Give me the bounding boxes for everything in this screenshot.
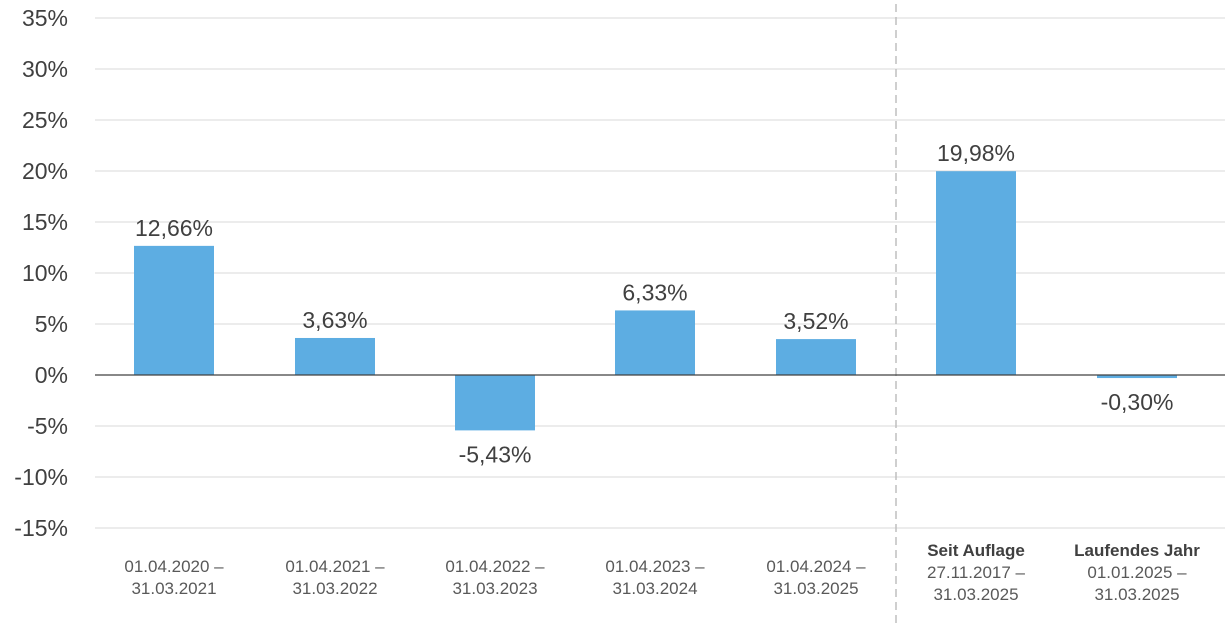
category-label: 27.11.2017 –: [927, 563, 1026, 582]
category-label: 01.04.2022 –: [445, 557, 545, 576]
data-label: 19,98%: [937, 140, 1015, 166]
category-label: 31.03.2023: [452, 579, 537, 598]
category-label: 01.04.2020 –: [124, 557, 224, 576]
bar: [455, 375, 535, 431]
bar: [1097, 375, 1177, 379]
category-label: 01.04.2023 –: [605, 557, 705, 576]
y-tick-label: 35%: [22, 5, 68, 31]
data-label: -0,30%: [1101, 389, 1174, 415]
y-tick-label: 30%: [22, 56, 68, 82]
category-label: 01.04.2021 –: [285, 557, 385, 576]
y-tick-label: -5%: [27, 413, 68, 439]
category-label: 01.01.2025 –: [1087, 563, 1187, 582]
y-tick-label: 0%: [35, 362, 68, 388]
category-label: 31.03.2022: [292, 579, 377, 598]
category-label: 01.04.2024 –: [766, 557, 866, 576]
y-tick-label: -15%: [14, 515, 68, 541]
category-label: Seit Auflage: [927, 541, 1025, 560]
bar: [776, 339, 856, 375]
y-tick-label: 15%: [22, 209, 68, 235]
data-label: 12,66%: [135, 215, 213, 241]
data-label: -5,43%: [459, 441, 532, 467]
data-label: 3,52%: [783, 308, 848, 334]
bar: [936, 171, 1016, 375]
bar: [615, 310, 695, 375]
bar: [134, 245, 214, 375]
y-tick-label: 5%: [35, 311, 68, 337]
category-label: 31.03.2025: [933, 585, 1018, 604]
y-tick-label: 20%: [22, 158, 68, 184]
category-label: 31.03.2025: [1094, 585, 1179, 604]
category-label: 31.03.2021: [131, 579, 216, 598]
y-tick-label: 25%: [22, 107, 68, 133]
category-label: Laufendes Jahr: [1074, 541, 1200, 560]
data-label: 3,63%: [302, 307, 367, 333]
category-label: 31.03.2024: [612, 579, 697, 598]
y-tick-label: 10%: [22, 260, 68, 286]
data-label: 6,33%: [622, 279, 687, 305]
bar: [295, 337, 375, 375]
y-tick-label: -10%: [14, 464, 68, 490]
category-label: 31.03.2025: [773, 579, 858, 598]
